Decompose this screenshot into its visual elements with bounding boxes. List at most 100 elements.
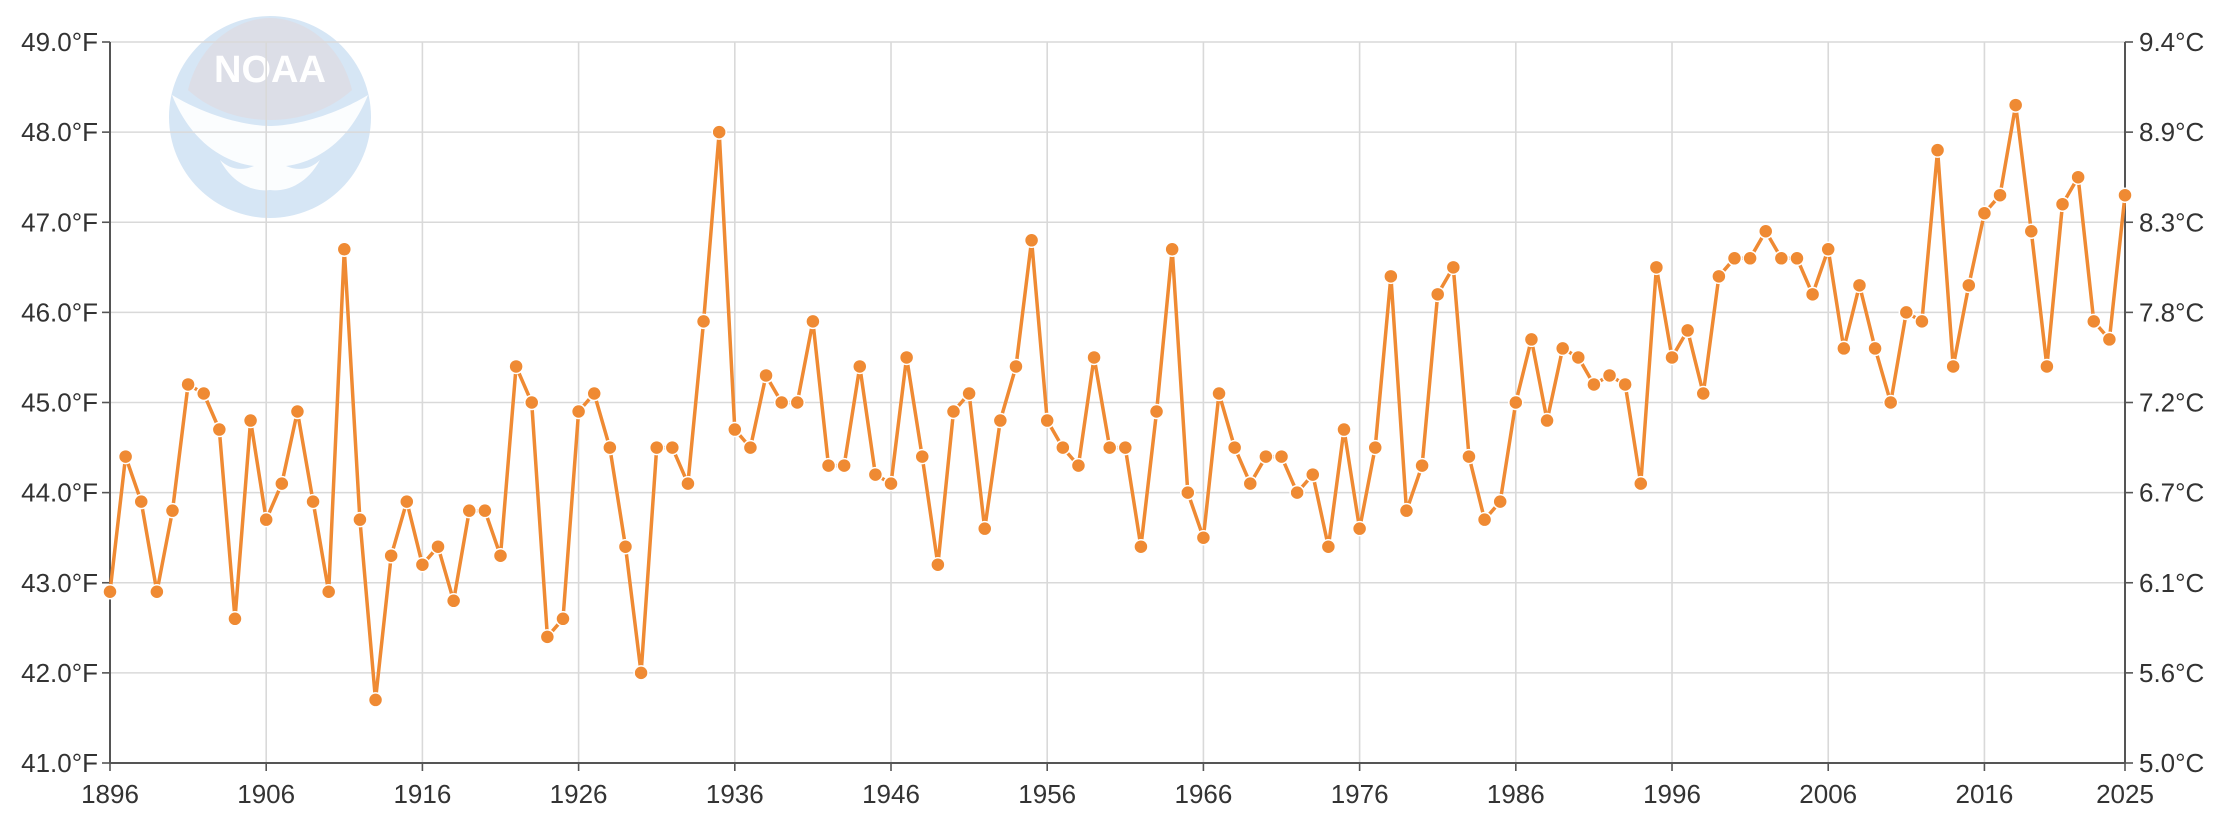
data-point [1882,394,1899,411]
data-point [445,593,462,609]
data-point [1945,358,1961,375]
data-point [352,511,368,528]
x-tick-label: 2016 [1955,779,2013,809]
data-point [1101,439,1118,456]
data-point [2023,223,2040,240]
data-point [180,376,196,393]
data-point [1180,484,1196,501]
data-point [836,457,852,474]
data-point [648,439,665,456]
data-point [1992,187,2008,203]
x-tick-label: 1926 [550,779,608,809]
data-point [383,547,399,564]
x-tick-label: 2025 [2096,779,2154,809]
x-tick-label: 1986 [1487,779,1545,809]
y-right-tick-label: 5.6°C [2139,658,2204,688]
data-point [1117,439,1134,456]
data-point [695,313,712,330]
data-point [1664,349,1680,366]
data-point [930,556,946,573]
data-point [711,124,727,140]
data-point [852,358,868,375]
data-point [898,349,915,366]
data-point [1648,259,1665,276]
data-point [2086,313,2102,330]
y-right-tick-label: 7.2°C [2139,388,2204,418]
data-point [2070,169,2086,185]
series-average-temperature [102,97,2133,708]
data-point [1773,250,1790,267]
x-tick-label: 1936 [706,779,764,809]
data-point [1633,475,1649,492]
data-point [2117,187,2133,203]
noaa-logo: NOAA [169,16,371,218]
data-point [1523,331,1540,348]
data-point [1539,412,1555,429]
data-point [1914,313,1930,330]
data-point [570,403,587,420]
data-point [1039,412,1055,429]
data-point [1367,439,1383,456]
y-right-tick-label: 8.9°C [2139,117,2204,147]
data-point [477,502,493,519]
data-point [1445,259,1462,276]
y-right-tick-label: 5.0°C [2139,748,2204,778]
data-point [149,584,165,600]
y-right-tick-label: 9.4°C [2139,27,2204,57]
data-point [164,502,181,519]
y-right-tick-label: 7.8°C [2139,297,2204,327]
data-point [1336,421,1352,438]
data-point [1429,286,1446,303]
data-point [1601,367,1618,384]
data-point [867,466,884,483]
data-point [1836,340,1852,357]
data-point [289,403,306,420]
data-point [1851,277,1868,294]
data-point [1695,385,1712,402]
data-point [1476,511,1493,528]
data-point [1289,484,1305,501]
data-point [1383,268,1399,285]
data-point [1351,520,1368,537]
series-line [108,103,2127,702]
data-point [211,421,228,438]
data-point [976,520,993,537]
data-point [274,475,290,492]
data-point [399,493,415,510]
data-point [602,439,618,456]
y-right-tick-label: 6.7°C [2139,478,2204,508]
data-point [1148,403,1165,420]
data-point [1726,250,1743,267]
noaa-logo-text: NOAA [214,49,326,91]
data-point [820,457,837,474]
data-point [1414,457,1430,474]
data-point [1164,241,1180,258]
x-tick-label: 1896 [81,779,139,809]
noaa-logo-top [188,18,352,120]
y-left-tick-label: 49.0°F [21,27,98,57]
data-point [1570,349,1587,366]
data-point [102,584,118,600]
data-point [1195,529,1212,546]
data-point [1258,448,1274,465]
data-point [555,611,571,627]
data-point [992,412,1009,429]
data-point [367,692,384,708]
data-point [461,502,478,519]
data-point [1898,304,1915,321]
data-point [305,493,321,510]
data-point [586,385,602,402]
data-point [242,412,259,429]
data-point [1070,457,1087,474]
grid [110,41,2125,764]
data-point [1789,250,1805,267]
data-point [117,448,134,465]
data-point [1961,277,1977,294]
data-point [320,584,337,600]
data-point [617,538,634,555]
data-point [336,241,353,258]
data-point [805,313,821,330]
data-point [945,403,962,420]
y-left-tick-label: 42.0°F [21,658,98,688]
